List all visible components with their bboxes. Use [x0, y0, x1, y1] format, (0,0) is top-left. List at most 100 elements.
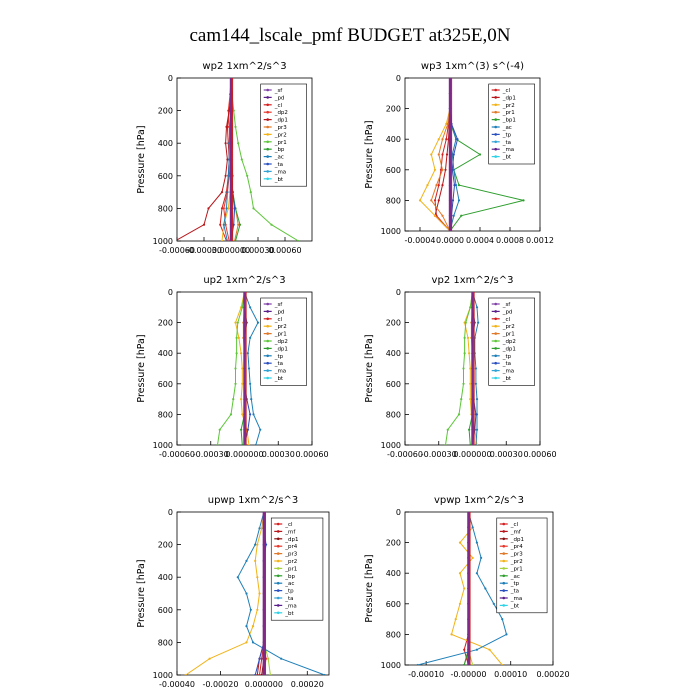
data-point: [256, 576, 259, 579]
legend-label: _sf: [274, 302, 284, 308]
chart-panel-2: wp3 1xm^(3) s^(-4) 0 200 400 600 800 1000 Press…: [364, 61, 554, 245]
y-axis-label: Pressure [hPa]: [364, 554, 375, 622]
data-point: [445, 138, 448, 141]
legend-marker: [276, 552, 280, 555]
data-point: [224, 223, 227, 226]
data-point: [249, 413, 252, 416]
x-tick-label: 0.000000: [453, 450, 491, 459]
data-point: [226, 158, 229, 161]
data-point: [462, 367, 465, 370]
legend: _cl_mf _dp1_pr4 _pr3_pr2_pr1 _bp_ac _tp_ta_m…: [270, 517, 324, 621]
legend-label: _ac: [502, 125, 512, 131]
y-tick-label: 600: [158, 380, 173, 389]
legend-label: _bt: [510, 603, 520, 609]
y-tick-label: 400: [386, 135, 401, 144]
panel-title: upwp 1xm^2/s^3: [208, 495, 298, 506]
legend-label: _ac: [274, 155, 284, 161]
data-point: [267, 657, 270, 660]
legend: _cl_mf _dp1_pr4 _pr3_pr2_pr1 _ac_tp _ta_ma_b…: [496, 517, 548, 614]
data-point: [441, 153, 444, 156]
data-point: [430, 199, 433, 202]
legend-marker: [494, 133, 498, 136]
data-point: [256, 321, 260, 324]
legend-label: _bt: [274, 376, 284, 382]
x-tick-label: 0.00030: [241, 246, 274, 255]
x-tick-label: 0.00060: [523, 450, 556, 459]
legend-label: _ta: [274, 162, 283, 168]
data-point: [236, 321, 239, 324]
data-point: [237, 336, 240, 339]
legend-label: _pr4: [284, 544, 298, 550]
legend-label: _bp: [274, 147, 285, 153]
data-point: [456, 138, 459, 141]
data-point: [249, 306, 252, 309]
x-tick-label: 0.00030: [490, 450, 523, 459]
data-point: [174, 240, 176, 242]
data-point: [258, 527, 261, 530]
data-point: [445, 153, 449, 156]
series-line-tp: [417, 512, 508, 665]
data-point: [475, 572, 478, 575]
legend-marker: [266, 369, 270, 372]
data-point: [222, 207, 225, 210]
legend-label: _pr1: [274, 140, 287, 146]
data-point: [418, 199, 422, 202]
data-point: [460, 398, 463, 401]
data-point: [280, 657, 283, 660]
legend: _sf_pd _cl_dp2 _dp1_pr3_pr2 _pr1_bp _ac_ta_m…: [260, 83, 307, 187]
data-point: [457, 199, 461, 202]
x-tick-label: -0.00040: [159, 680, 195, 689]
data-point: [245, 625, 248, 628]
data-point: [474, 367, 477, 370]
data-point: [475, 306, 479, 309]
data-point: [249, 336, 252, 339]
y-tick-label: 800: [158, 204, 173, 213]
legend-label: _pr1: [274, 332, 287, 338]
legend-label: _cl: [510, 522, 519, 528]
legend-marker: [266, 302, 270, 306]
legend-label: _pr1: [502, 332, 515, 338]
data-point: [450, 633, 453, 636]
legend-marker: [494, 339, 498, 343]
data-point: [522, 199, 525, 202]
x-tick-label: 0.00020: [291, 680, 324, 689]
chart-panel-5: upwp 1xm^2/s^3 0 200 400 600 800 1000 Pressure …: [136, 495, 330, 689]
data-point: [471, 526, 474, 529]
legend-marker: [502, 530, 506, 533]
data-point: [246, 428, 249, 431]
x-tick-label: -0.00060: [159, 246, 195, 255]
data-point: [208, 657, 211, 660]
y-tick-label: 1000: [381, 227, 401, 236]
legend: _sf_pd _cl_pr2 _pr1_dp2_dp1 _tp_ta _ma_bt: [488, 297, 535, 386]
data-point: [457, 413, 461, 416]
y-axis-label: Pressure [hPa]: [364, 120, 375, 188]
legend-marker: [266, 310, 270, 313]
y-tick-label: 200: [158, 107, 173, 116]
data-point: [474, 413, 477, 416]
legend-marker: [494, 155, 498, 158]
plot-frame: [404, 77, 541, 232]
legend-marker: [502, 581, 506, 585]
data-point: [475, 541, 478, 544]
legend-label: _tp: [502, 354, 512, 360]
series-line-tp: [244, 292, 261, 445]
y-tick-label: 200: [158, 541, 173, 550]
legend-marker: [266, 96, 270, 99]
data-point: [222, 223, 225, 226]
data-point: [457, 184, 461, 187]
legend-marker: [266, 162, 270, 166]
data-point: [234, 239, 237, 241]
y-tick-label: 400: [158, 349, 173, 358]
x-tick-label: 0.0004: [466, 236, 494, 245]
panel-title: vpwp 1xm^2/s^3: [434, 495, 524, 506]
series-line-dp2: [445, 292, 473, 445]
y-tick-label: 1000: [153, 441, 173, 450]
legend-label: _pr2: [502, 103, 515, 109]
data-point: [226, 239, 229, 241]
data-point: [247, 367, 251, 370]
legend-marker: [266, 155, 270, 158]
y-axis-label: Pressure [hPa]: [136, 125, 147, 193]
legend-label: _dp1: [502, 346, 516, 352]
series-line-dp2: [217, 292, 245, 445]
